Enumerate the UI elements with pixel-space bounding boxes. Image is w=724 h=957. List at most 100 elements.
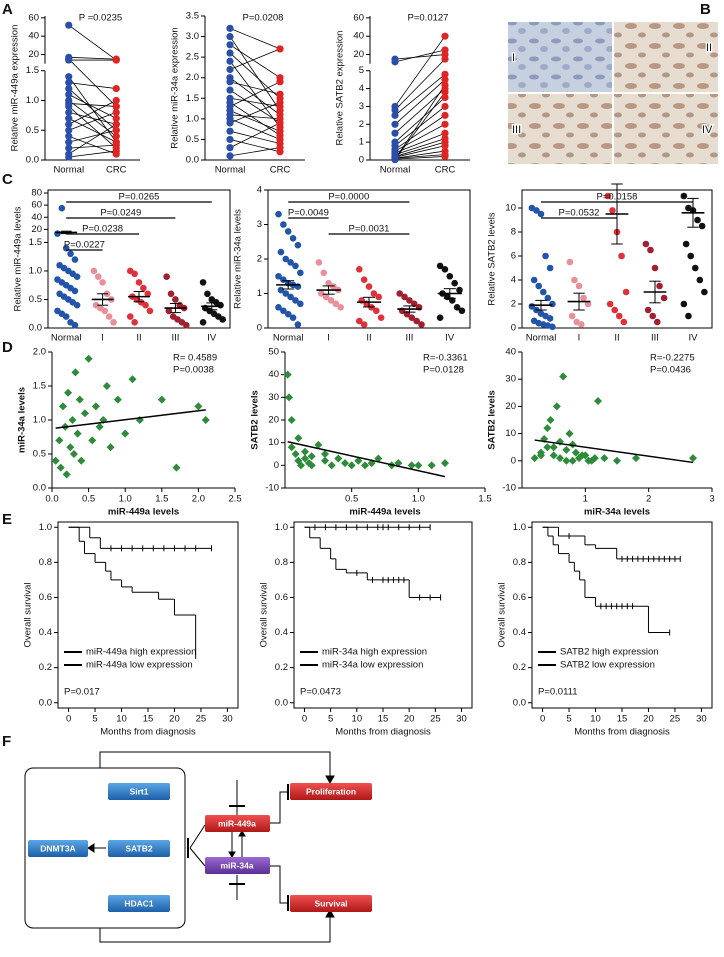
point — [172, 463, 181, 472]
point — [613, 456, 621, 465]
legend-label: SATB2 low expression — [560, 660, 655, 671]
point — [441, 55, 449, 63]
point — [552, 402, 561, 411]
y-tick-label: 60 — [28, 12, 39, 23]
point — [226, 135, 234, 144]
point — [112, 126, 120, 134]
y-tick-label: 1.0 — [275, 522, 288, 533]
point — [370, 290, 378, 297]
y-tick-label: 1.5 — [26, 65, 39, 76]
y-tick-label: 4 — [359, 83, 364, 94]
pair-line — [229, 102, 281, 136]
pair-line — [68, 106, 117, 149]
y-tick-label: -10 — [265, 483, 279, 494]
panel-label: A — [2, 1, 13, 18]
point — [226, 144, 234, 152]
point — [315, 259, 323, 266]
point — [65, 153, 73, 161]
point — [680, 192, 688, 200]
x-tick-label: CRC — [106, 165, 127, 176]
point — [65, 144, 73, 152]
point — [91, 402, 100, 411]
point — [644, 306, 652, 314]
point — [653, 318, 661, 326]
pair-line — [68, 144, 117, 149]
y-tick-label: 8 — [511, 227, 516, 238]
point — [128, 375, 137, 384]
pair-line — [394, 58, 446, 111]
pair-line — [68, 123, 117, 155]
y-tick-label: 0.5 — [26, 125, 39, 136]
point — [194, 402, 203, 411]
point — [58, 204, 66, 212]
pair-line — [394, 154, 446, 159]
point — [565, 429, 574, 438]
x-tick-label: III — [651, 333, 659, 344]
y-tick-label: 2.0 — [186, 72, 199, 83]
point — [201, 416, 210, 424]
panel-label: E — [2, 511, 12, 528]
point — [131, 270, 138, 278]
y-axis-label: Overall survival — [497, 583, 508, 648]
y-tick-label: 0.4 — [275, 627, 288, 638]
y-tick-label: 0.0 — [33, 483, 46, 494]
pair-line — [229, 36, 281, 111]
point — [546, 416, 555, 424]
x-tick-label: Normal — [53, 165, 84, 176]
y-tick-label: 10 — [505, 203, 516, 214]
annotation: R=-0.3361 — [423, 353, 468, 364]
pair-line — [394, 84, 446, 160]
point — [334, 454, 343, 463]
y-tick-label: 0.2 — [39, 662, 52, 673]
grade-label: IV — [702, 124, 713, 136]
y-tick-label: 30 — [505, 374, 516, 385]
inhibit-line — [270, 865, 288, 904]
pathway-diagram — [24, 751, 372, 943]
x-tick-label: 2.5 — [228, 494, 241, 505]
p-value: P=0.0000 — [328, 192, 369, 203]
pair-line — [394, 97, 446, 143]
y-tick-label: 0.0 — [186, 155, 199, 166]
point — [90, 267, 98, 275]
x-tick-label: 25 — [430, 714, 441, 725]
pair-line — [68, 129, 117, 143]
x-tick-label: 0.0 — [45, 494, 58, 505]
x-tick-label: 10 — [590, 714, 601, 725]
y-tick-label: 0.0 — [513, 697, 526, 708]
point — [377, 314, 385, 321]
point — [330, 283, 337, 290]
y-tick-label: -10 — [502, 483, 516, 494]
y-tick-label: 0 — [257, 323, 262, 334]
node-label: SATB2 — [125, 843, 153, 853]
point — [110, 318, 117, 326]
point — [320, 269, 328, 277]
y-tick-label: 50 — [268, 347, 279, 358]
point — [685, 312, 692, 320]
point — [360, 321, 368, 328]
point — [121, 429, 130, 438]
point — [413, 317, 420, 325]
point — [142, 301, 149, 309]
point — [58, 402, 67, 411]
chart-title: P=0.0208 — [243, 13, 284, 24]
y-axis-label: miR-34a levels — [17, 387, 28, 453]
y-tick-label: 1.5 — [33, 381, 46, 392]
y-axis-label: Relative miR-34a levels — [233, 209, 244, 309]
point — [542, 252, 549, 260]
point — [65, 114, 73, 122]
pair-line — [229, 48, 281, 70]
point — [701, 288, 708, 296]
point — [660, 294, 668, 302]
x-tick-label: CRC — [270, 165, 291, 176]
node-box — [108, 783, 170, 800]
x-tick-label: 0 — [540, 714, 545, 725]
p-value: P=0.0158 — [597, 192, 638, 203]
x-tick-label: II — [366, 333, 371, 344]
point — [441, 102, 449, 111]
arrowhead — [325, 775, 335, 785]
panel-label: D — [2, 339, 13, 356]
pair-line — [394, 91, 446, 160]
point — [280, 307, 287, 315]
point — [65, 56, 73, 64]
